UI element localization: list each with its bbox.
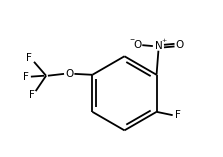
Text: +: + (161, 38, 166, 43)
Text: −: − (130, 37, 135, 42)
Text: O: O (65, 69, 73, 79)
Text: N: N (155, 41, 162, 51)
Text: F: F (23, 72, 29, 82)
Text: O: O (133, 40, 141, 50)
Text: F: F (29, 90, 35, 100)
Text: O: O (176, 40, 184, 50)
Text: F: F (175, 110, 181, 120)
Text: F: F (27, 53, 32, 63)
